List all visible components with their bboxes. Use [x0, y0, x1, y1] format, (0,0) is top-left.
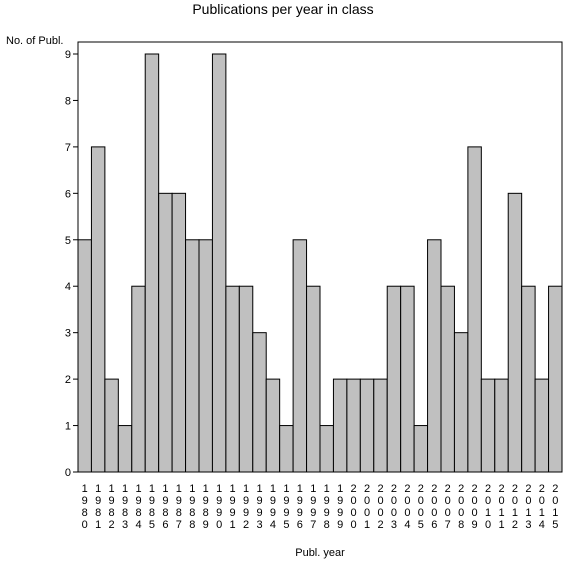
- y-tick-label-5: 5: [65, 235, 71, 247]
- bar-1985: [144, 53, 160, 473]
- bar-2014: [534, 378, 550, 473]
- y-tick-label-8: 8: [65, 95, 71, 107]
- y-tick-label-9: 9: [65, 49, 71, 61]
- bar-1990: [211, 53, 227, 473]
- bar-1987: [171, 192, 187, 473]
- bar-1994: [265, 378, 281, 473]
- bar-1995: [279, 425, 294, 473]
- bar-1989: [198, 239, 213, 473]
- y-tick-label-7: 7: [65, 142, 71, 154]
- y-tick-label-6: 6: [65, 188, 71, 200]
- bar-2015: [548, 285, 563, 473]
- bar-2005: [413, 425, 429, 473]
- bar-2004: [400, 285, 415, 473]
- bar-1996: [292, 239, 308, 473]
- y-tick-label-1: 1: [65, 421, 71, 433]
- bars-group: [77, 53, 563, 473]
- bar-2013: [521, 285, 536, 473]
- bar-2007: [440, 285, 455, 473]
- bar-1988: [185, 239, 200, 473]
- bar-1980: [77, 239, 92, 473]
- bar-2001: [359, 378, 375, 473]
- bar-2006: [427, 239, 442, 473]
- plot-frame: [77, 41, 563, 473]
- bar-2010: [480, 378, 496, 473]
- bar-2008: [453, 332, 469, 473]
- bar-1991: [225, 285, 240, 473]
- y-axis-label: No. of Publ.: [6, 35, 63, 47]
- bar-1984: [131, 285, 146, 473]
- x-axis-label: Publ. year: [295, 547, 345, 559]
- bar-1982: [104, 378, 119, 473]
- chart-title: Publications per year in class: [192, 1, 373, 17]
- y-tick-label-0: 0: [65, 467, 71, 479]
- bar-2011: [494, 378, 509, 473]
- bar-2009: [467, 146, 482, 473]
- y-tick-label-4: 4: [65, 281, 71, 293]
- bar-2003: [386, 285, 402, 473]
- y-axis: 0 1 2 3 4 5 6 7 8 9: [65, 49, 78, 479]
- bar-1983: [117, 425, 133, 473]
- bar-2012: [507, 192, 523, 473]
- bar-1981: [90, 146, 106, 473]
- bar-2000: [346, 378, 361, 473]
- bar-1998: [319, 425, 334, 473]
- bar-1993: [252, 332, 267, 473]
- x-axis: 1 9 8 0 1 9 8 1 1 9 8 2 1 9 8 3 1 9 8 4 1 9 8 5 1 9 8 6 1 9 8 7 1 9 8 8 1 9 8 9…: [82, 483, 559, 531]
- y-tick-label-2: 2: [65, 374, 71, 386]
- bar-1986: [158, 192, 173, 473]
- bar-1997: [306, 285, 321, 473]
- bar-2002: [373, 378, 388, 473]
- bar-1992: [238, 285, 254, 473]
- bar-1999: [332, 378, 348, 473]
- y-tick-label-3: 3: [65, 328, 71, 340]
